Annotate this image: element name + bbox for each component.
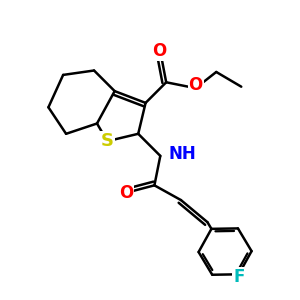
Text: O: O — [188, 76, 203, 94]
Text: F: F — [233, 268, 244, 286]
Text: S: S — [101, 132, 114, 150]
Text: O: O — [152, 42, 166, 60]
Text: NH: NH — [169, 146, 196, 164]
Text: O: O — [119, 184, 134, 202]
